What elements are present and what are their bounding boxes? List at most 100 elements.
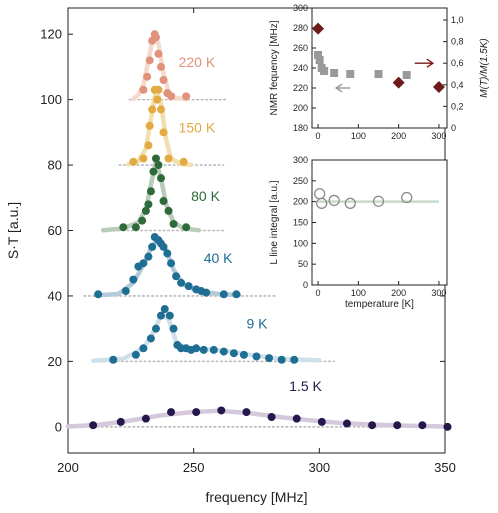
data-point <box>290 355 299 364</box>
data-point <box>145 56 154 65</box>
data-point <box>267 413 276 422</box>
y-axis-title: S·T [a.u.] <box>5 202 21 259</box>
data-point <box>192 344 201 353</box>
series-label: 1.5 K <box>289 378 322 394</box>
data-point <box>252 352 261 361</box>
line-integral-open-circle <box>316 197 328 209</box>
spectrum-1-5-k: 1.5 K <box>65 378 452 431</box>
inset1-y-tick-label: 260 <box>293 43 308 53</box>
data-point <box>149 167 158 176</box>
magnetization-diamond-marker <box>432 80 445 93</box>
data-point <box>156 174 165 183</box>
x-tick-label: 350 <box>434 460 456 475</box>
data-point <box>159 197 168 206</box>
data-point <box>139 85 148 94</box>
data-point <box>317 417 326 426</box>
data-point <box>159 75 168 84</box>
data-point <box>219 347 228 356</box>
data-point <box>219 290 228 299</box>
data-point <box>143 72 152 81</box>
series-label: 40 K <box>204 250 233 266</box>
data-point <box>151 154 160 163</box>
frequency-square-marker <box>402 71 411 79</box>
data-point <box>138 216 147 225</box>
data-point <box>139 344 148 353</box>
data-point <box>164 154 173 163</box>
data-point <box>159 242 168 251</box>
data-point <box>146 187 155 196</box>
data-point <box>443 422 452 431</box>
data-point <box>156 105 165 114</box>
inset1-y-tick-label: 220 <box>293 83 308 93</box>
x-tick-label: 300 <box>308 460 330 475</box>
data-point <box>154 49 163 58</box>
data-point <box>368 421 377 430</box>
inset1-y2-tick-label: 0,6 <box>451 58 464 68</box>
data-point <box>393 421 402 430</box>
inset1-x-tick-label: 300 <box>431 131 446 141</box>
inset1-y-axis-title: NMR fequency [MHz] <box>269 20 280 115</box>
inset2-x-tick-label: 100 <box>351 288 366 298</box>
data-point <box>154 85 163 94</box>
data-point <box>202 288 211 297</box>
inset1-y-tick-label: 280 <box>293 23 308 33</box>
spectrum-220-k: 220 K <box>128 30 227 102</box>
data-point <box>242 408 251 417</box>
data-point <box>164 206 173 215</box>
data-point <box>116 417 125 426</box>
data-point <box>342 419 351 428</box>
data-point <box>156 62 165 71</box>
data-point <box>160 305 169 314</box>
inset1-y-tick-label: 180 <box>293 123 308 133</box>
data-point <box>265 354 274 363</box>
frequency-square-marker <box>330 69 339 77</box>
inset1-y2-tick-label: 0,8 <box>451 37 464 47</box>
inset-line-integral-plot: 0 100 200 300 0 50 100 150 200 250 300 temperature … <box>269 155 448 310</box>
y-tick-label: 60 <box>48 223 62 238</box>
fit-curve <box>65 408 448 429</box>
data-point <box>192 408 201 417</box>
line-integral-open-circle <box>344 197 356 209</box>
main-plot: 200 250 300 350 0 20 40 60 80 100 120 frequency [MH… <box>5 7 456 505</box>
fit-curve <box>95 235 242 298</box>
line-integral-open-circle <box>401 191 413 204</box>
data-point <box>144 252 153 261</box>
y-tick-label: 120 <box>40 27 62 42</box>
inset1-y-tick-label: 240 <box>293 63 308 73</box>
data-point <box>144 141 153 150</box>
data-point <box>177 278 186 287</box>
spectrum-40-k: 40 K <box>83 233 278 299</box>
data-point <box>144 200 153 209</box>
data-point <box>94 290 103 299</box>
frequency-square-marker <box>314 51 323 59</box>
x-tick-label: 200 <box>57 460 79 475</box>
data-point <box>131 350 140 359</box>
data-point <box>292 414 301 423</box>
inset1-y2-tick-label: 0,4 <box>451 80 464 90</box>
inset2-y-tick-label: 300 <box>293 155 308 165</box>
inset2-y-tick-label: 100 <box>293 238 308 248</box>
y-tick-label: 100 <box>40 92 62 107</box>
magnetization-diamond-marker <box>392 76 405 89</box>
inset1-y2-axis-title: M(T)/M(1.5K) <box>479 38 490 97</box>
data-point <box>119 223 128 232</box>
data-point <box>179 157 188 166</box>
inset1-y-tick-label: 200 <box>293 103 308 113</box>
data-point <box>167 92 176 101</box>
frequency-square-marker <box>374 70 383 78</box>
series-label: 150 K <box>179 119 216 135</box>
data-point <box>182 223 191 232</box>
data-point <box>131 223 140 232</box>
data-point <box>209 345 218 354</box>
data-point <box>145 121 154 130</box>
series-label: 80 K <box>191 188 220 204</box>
data-point <box>156 311 165 320</box>
line-integral-open-circle <box>328 194 340 207</box>
data-point <box>151 324 160 333</box>
fit-curve <box>90 313 322 363</box>
inset2-x-tick-label: 300 <box>431 288 446 298</box>
inset1-arrow-head <box>426 58 435 68</box>
data-point <box>146 334 155 343</box>
inset2-y-axis-title: L line integral [a.u.] <box>269 180 280 264</box>
